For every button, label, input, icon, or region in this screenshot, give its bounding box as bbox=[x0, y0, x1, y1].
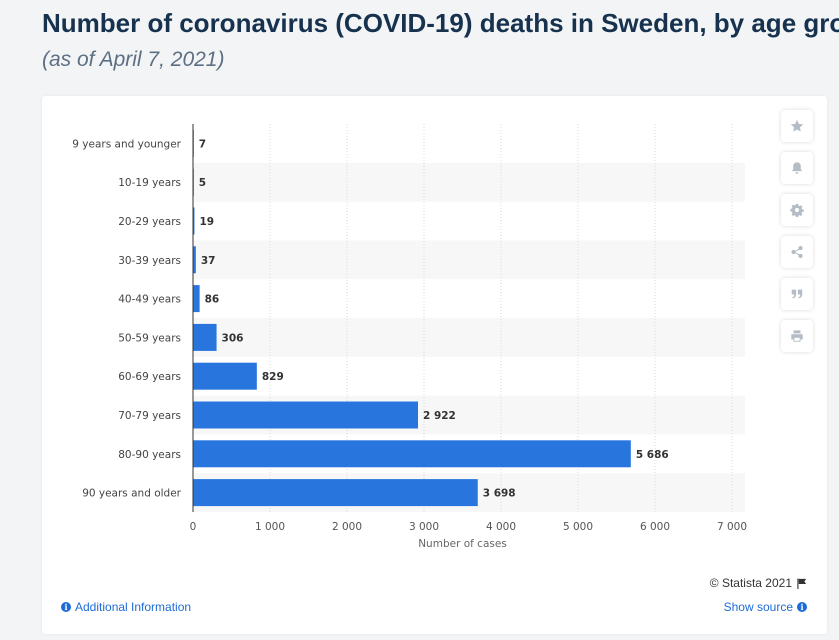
notification-button[interactable] bbox=[781, 152, 813, 184]
page-subtitle: (as of April 7, 2021) bbox=[42, 48, 225, 71]
bar bbox=[193, 401, 418, 429]
value-label: 5 bbox=[199, 177, 206, 189]
value-label: 19 bbox=[199, 216, 214, 228]
bar-chart: 9 years and younger 7 10-19 years 5 20-29 ye… bbox=[72, 124, 747, 550]
x-tick-label: 1 000 bbox=[255, 521, 285, 533]
favorite-button[interactable] bbox=[781, 110, 813, 142]
category-label: 10-19 years bbox=[118, 177, 181, 189]
print-icon bbox=[791, 330, 803, 342]
value-label: 86 bbox=[205, 294, 220, 306]
print-button[interactable] bbox=[781, 320, 813, 352]
share-icon bbox=[791, 246, 803, 258]
chart-toolbar bbox=[781, 110, 813, 352]
x-tick-label: 0 bbox=[190, 521, 197, 533]
bar bbox=[193, 440, 631, 468]
gear-icon bbox=[790, 203, 804, 217]
star-icon bbox=[790, 119, 804, 132]
bar bbox=[193, 207, 195, 235]
show-source-link[interactable]: Show source i bbox=[724, 600, 807, 614]
page-title: Number of coronavirus (COVID-19) deaths … bbox=[42, 8, 839, 38]
bar bbox=[193, 246, 196, 274]
cite-button[interactable] bbox=[781, 278, 813, 310]
x-tick-label: 2 000 bbox=[332, 521, 362, 533]
show-source-label: Show source bbox=[723, 600, 793, 614]
additional-information-link[interactable]: i Additional Information bbox=[61, 600, 191, 614]
row-band bbox=[193, 162, 745, 202]
additional-information-label: Additional Information bbox=[75, 600, 192, 614]
flag-icon[interactable] bbox=[796, 577, 807, 589]
value-label: 2 922 bbox=[423, 410, 456, 422]
value-label: 5 686 bbox=[636, 449, 669, 461]
x-tick-label: 5 000 bbox=[563, 521, 593, 533]
info-icon: i bbox=[61, 602, 71, 612]
category-label: 60-69 years bbox=[118, 371, 181, 383]
category-label: 20-29 years bbox=[118, 216, 181, 228]
category-label: 90 years and older bbox=[82, 488, 181, 500]
copyright-notice: © Statista 2021 bbox=[710, 576, 807, 590]
share-button[interactable] bbox=[781, 236, 813, 268]
copyright-text: © Statista 2021 bbox=[709, 576, 792, 590]
value-label: 306 bbox=[222, 332, 244, 344]
info-icon: i bbox=[797, 602, 807, 612]
category-label: 80-90 years bbox=[118, 449, 181, 461]
value-label: 829 bbox=[262, 371, 284, 383]
bar bbox=[193, 479, 478, 507]
category-label: 70-79 years bbox=[118, 410, 181, 422]
chart-card: 9 years and younger 7 10-19 years 5 20-29 ye… bbox=[42, 96, 827, 634]
category-label: 9 years and younger bbox=[72, 138, 181, 150]
x-tick-label: 4 000 bbox=[486, 521, 516, 533]
x-axis-title: Number of cases bbox=[418, 538, 507, 550]
category-label: 40-49 years bbox=[118, 294, 181, 306]
bar bbox=[193, 285, 200, 313]
bar bbox=[193, 362, 257, 390]
bar bbox=[193, 323, 217, 351]
value-label: 7 bbox=[199, 138, 206, 150]
x-tick-label: 3 000 bbox=[409, 521, 439, 533]
bell-icon bbox=[792, 162, 802, 174]
row-band bbox=[193, 318, 745, 357]
category-label: 50-59 years bbox=[118, 332, 181, 344]
settings-button[interactable] bbox=[781, 194, 813, 226]
value-label: 3 698 bbox=[483, 488, 516, 500]
quote-icon bbox=[791, 289, 803, 299]
x-tick-label: 6 000 bbox=[640, 521, 670, 533]
row-band bbox=[193, 240, 745, 280]
category-label: 30-39 years bbox=[118, 255, 181, 267]
x-tick-label: 7 000 bbox=[717, 521, 747, 533]
value-label: 37 bbox=[201, 255, 216, 267]
